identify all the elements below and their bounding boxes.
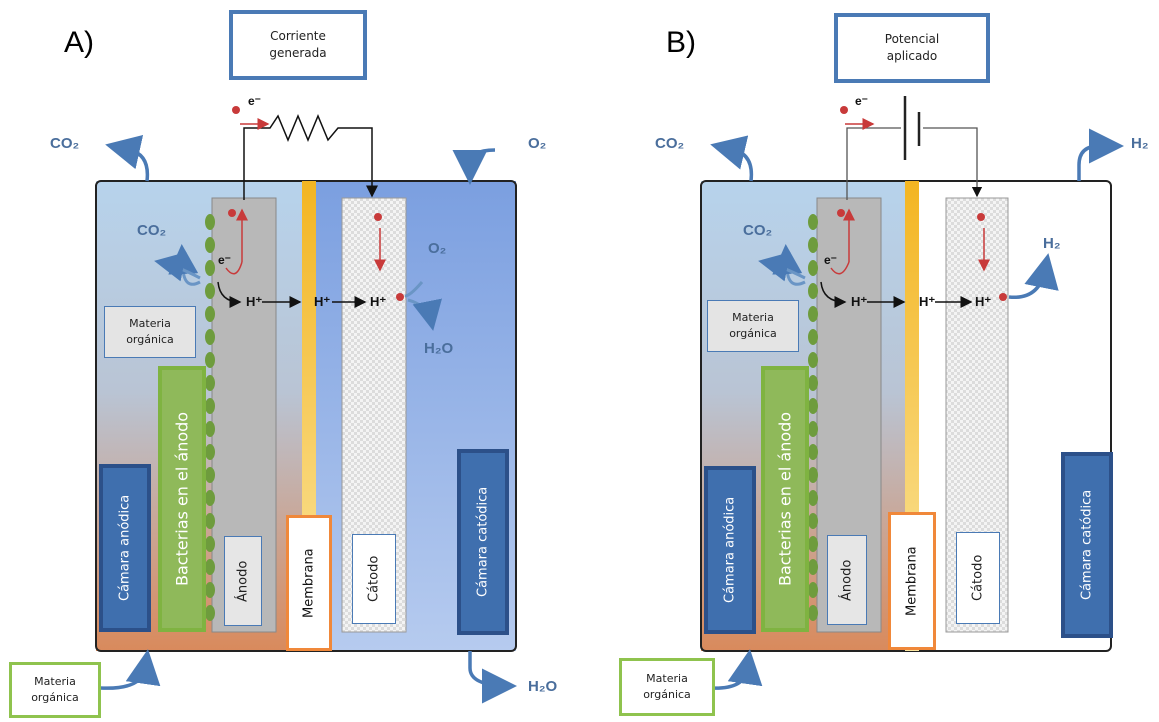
o2-in-arrow xyxy=(452,148,496,185)
hplus-label-1: H⁺ xyxy=(246,294,263,309)
organic-in-line1: Materia xyxy=(34,675,76,688)
bacteria-column xyxy=(808,214,818,621)
hplus-label-1: H⁺ xyxy=(851,294,868,309)
anode-label: Ánodo xyxy=(224,536,262,626)
membrane-label: Membrana xyxy=(286,515,332,651)
anode-chamber-label: Cámara anódica xyxy=(704,466,756,634)
cathode-label: Cátodo xyxy=(352,534,396,624)
electron-dot xyxy=(232,106,240,114)
organic-inner-line2: orgánica xyxy=(126,333,174,346)
circuit-label-box: Potencial aplicado xyxy=(834,13,990,83)
organic-inner-line1: Materia xyxy=(129,317,171,330)
circuit-label-line2: aplicado xyxy=(886,49,938,63)
circuit-label-line1: Potencial xyxy=(884,32,940,46)
organic-inner-line1: Materia xyxy=(732,311,774,324)
co2-out-arrow xyxy=(710,135,754,182)
cathode-chamber-label: Cámara catódica xyxy=(1061,452,1113,638)
bacteria-label-box: Bacterias en el ánodo xyxy=(761,366,809,632)
co2-out-arrow xyxy=(105,134,150,182)
co2-top-label: CO₂ xyxy=(655,135,685,152)
circuit-wire xyxy=(846,127,901,200)
panel-b-letter: B) xyxy=(666,26,696,59)
h2-out-arrow xyxy=(1077,128,1124,181)
panel-a: A) Corriente generada e⁻ e⁻ CO₂ O₂ CO₂ O… xyxy=(9,10,558,718)
bacteria-column xyxy=(205,214,215,621)
organic-in-arrow xyxy=(99,649,161,690)
circuit-label-line2: generada xyxy=(269,46,327,60)
co2-inner-label: CO₂ xyxy=(137,222,167,239)
co2-inner-label: CO₂ xyxy=(743,222,773,239)
h2o-inner-label: H₂O xyxy=(424,340,454,357)
h2-inner-arrow xyxy=(1008,253,1059,299)
co2-top-label: CO₂ xyxy=(50,135,80,152)
organic-in-line2: orgánica xyxy=(31,691,79,704)
o2-top-label: O₂ xyxy=(528,135,547,152)
panel-a-graphics xyxy=(95,106,517,704)
organic-in-line2: orgánica xyxy=(643,688,691,701)
cathode-label: Cátodo xyxy=(956,532,1000,624)
organic-in-arrow xyxy=(708,649,763,690)
h2-inner-label: H₂ xyxy=(1043,235,1061,252)
organic-matter-inner-box: Materia orgánica xyxy=(104,306,196,358)
hplus-label-2: H⁺ xyxy=(919,294,936,309)
hplus-label-2: H⁺ xyxy=(314,294,331,309)
bacteria-label-box: Bacterias en el ánodo xyxy=(158,366,206,632)
organic-matter-input-box: Materia orgánica xyxy=(9,662,101,718)
electron-label: e⁻ xyxy=(855,94,869,108)
electron-label: e⁻ xyxy=(248,94,262,108)
o2-inner-label: O₂ xyxy=(428,240,447,257)
organic-matter-inner-box: Materia orgánica xyxy=(707,300,799,352)
panel-a-letter: A) xyxy=(64,26,94,59)
electron-inner-label: e⁻ xyxy=(824,253,838,267)
membrane-label: Membrana xyxy=(888,512,936,650)
organic-in-line1: Materia xyxy=(646,672,688,685)
h2o-out-arrow xyxy=(468,651,517,704)
panel-b: B) Potencial aplicado e⁻ e⁻ CO₂ H₂ CO₂ H… xyxy=(579,0,1159,722)
circuit-label-line1: Corriente xyxy=(270,29,326,43)
organic-matter-input-box: Materia orgánica xyxy=(619,658,715,716)
hplus-label-3: H⁺ xyxy=(370,294,387,309)
h2o-out-label: H₂O xyxy=(528,678,558,695)
hplus-label-3: H⁺ xyxy=(975,294,992,309)
organic-inner-line2: orgánica xyxy=(729,327,777,340)
anode-label: Ánodo xyxy=(827,535,867,625)
anode-chamber-label: Cámara anódica xyxy=(99,464,151,632)
cathode-chamber-label: Cámara catódica xyxy=(457,449,509,635)
electron-inner-label: e⁻ xyxy=(218,253,232,267)
h2-top-label: H₂ xyxy=(1131,135,1149,152)
circuit-label-box: Corriente generada xyxy=(229,10,367,80)
